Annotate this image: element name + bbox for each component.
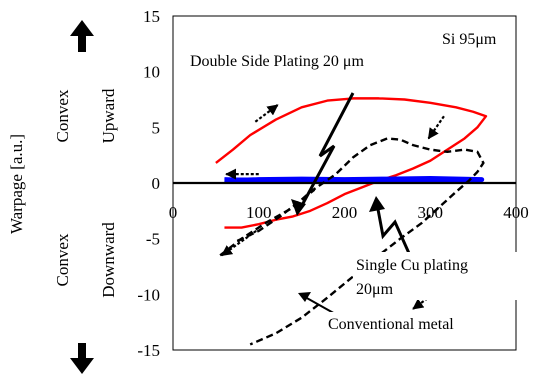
direction-arrow (427, 115, 445, 140)
x-tick-label: 0 (169, 203, 178, 222)
conventional-leader-head (298, 292, 311, 302)
y-tick-label: 0 (152, 174, 161, 193)
single-cu-leader (375, 203, 414, 261)
y-tick-labels: 15 10 5 0 -5 -10 -15 (137, 7, 160, 360)
convex-downward-line1: Convex (53, 233, 72, 286)
si-label: Si 95μm (442, 31, 497, 48)
y-tick-label: -15 (137, 341, 160, 360)
convex-upward-line2: Upward (99, 88, 118, 143)
single-cu-label-bg (353, 252, 523, 300)
double-side-label: Double Side Plating 20 μm (190, 53, 364, 70)
direction-arrow (220, 229, 257, 257)
double-side-label-bg (186, 48, 448, 70)
y-tick-label: -5 (146, 230, 160, 249)
conventional-label: Conventional metal (328, 316, 454, 333)
double-side-leader-head (291, 199, 306, 216)
single-cu-label-line1: Single Cu plating (356, 257, 468, 274)
y-tick-label: -10 (137, 285, 160, 304)
upward-arrow-icon (70, 20, 94, 52)
y-tick-label: 5 (152, 118, 161, 137)
y-tick-label: 15 (143, 7, 160, 26)
series-line-single-cu (224, 176, 485, 184)
x-tick-labels: 0 100 200 300 400 (169, 203, 529, 222)
convex-upward-line1: Convex (53, 89, 72, 142)
conventional-label-bg (325, 312, 515, 334)
downward-arrow-icon (70, 343, 94, 374)
convex-downward-line2: Downward (99, 222, 118, 298)
double-side-leader (298, 92, 355, 210)
y-tick-label: 10 (143, 63, 160, 82)
y-axis-label: Warpage [a.u.] (7, 134, 26, 234)
x-tick-label: 100 (246, 203, 272, 222)
x-tick-label: 200 (332, 203, 358, 222)
x-tick-label: 400 (503, 203, 529, 222)
x-tick-label: 300 (418, 203, 444, 222)
series-line-double-side (215, 97, 488, 229)
single-cu-label-line2: 20μm (356, 281, 394, 298)
single-cu-leader-head (369, 196, 385, 212)
